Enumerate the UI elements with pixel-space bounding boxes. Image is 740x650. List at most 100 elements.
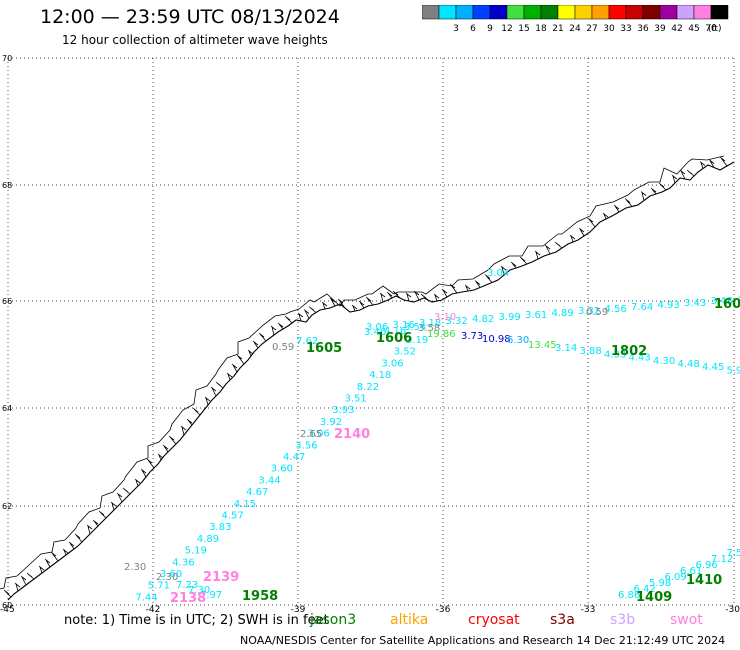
- track-label: 3.48: [711, 296, 733, 307]
- track-label-misc: 7.62: [296, 336, 318, 347]
- track-label: 4.56: [605, 304, 627, 315]
- scale-tick-label: 15: [518, 24, 529, 34]
- track-label: 3.60: [160, 569, 182, 580]
- track-label: 3.88: [580, 346, 602, 357]
- track-label: 4.89: [197, 534, 219, 545]
- lon-tick-label: -45: [0, 605, 15, 615]
- track-label-misc: 2.30: [124, 562, 146, 573]
- scale-tick-label: 33: [620, 24, 631, 34]
- track-label: 7.64: [631, 302, 653, 313]
- track-label: 4.36: [172, 557, 194, 568]
- track-label: 3.06: [381, 358, 403, 369]
- axis-ticks: 70 68 66 64 62 60-45 -42 -39 -36 -33 -30: [0, 54, 740, 615]
- track-label: 3.16: [393, 320, 415, 331]
- scale-unit: (ft): [708, 24, 722, 34]
- lat-tick-label: 64: [2, 404, 12, 413]
- pass-time-label: 1409: [636, 590, 672, 605]
- lat-tick-label: 70: [2, 54, 12, 63]
- satellite-legend-s3b: s3b: [610, 612, 636, 628]
- track-label: 8.22: [357, 382, 379, 393]
- track-label: 4.18: [369, 370, 391, 381]
- track-label: 3.32: [578, 306, 600, 317]
- track-label: 7.23: [176, 580, 198, 591]
- track-label: 3.51: [345, 394, 367, 405]
- track-label: 3.92: [320, 417, 342, 428]
- track-label: 4.15: [234, 499, 256, 510]
- track-label: 7.5: [727, 548, 740, 559]
- satellite-legend-jason3: jason3: [310, 612, 357, 628]
- track-label: 7.12: [711, 554, 733, 565]
- scale-tick-label: 45: [688, 24, 699, 34]
- scale-tick-label: 6: [470, 24, 476, 34]
- altimeter-tracks: 3.06 3.16 3.18 3.32 4.82 3.99 3.61 4.89 3.32 4.56…: [124, 268, 740, 606]
- track-label: 3.83: [209, 522, 231, 533]
- scale-tick-label: 21: [552, 24, 563, 34]
- lon-tick-label: -33: [581, 605, 596, 615]
- pass-time-label: 160: [714, 297, 740, 312]
- track-label: 3.60: [271, 464, 293, 475]
- track-label: 5.19: [185, 546, 207, 557]
- track-label-misc: 3.73: [461, 331, 483, 342]
- coastline-inner: [0, 155, 725, 590]
- pass-time-label: 1802: [611, 344, 647, 359]
- track-label-misc: 3.54: [404, 322, 426, 333]
- track-label: 3.18: [419, 318, 441, 329]
- track-label: 4.82: [472, 314, 494, 325]
- track-label: 5.98: [727, 365, 740, 376]
- satellite-legend-s3a: s3a: [550, 612, 575, 628]
- wave-height-color-scale: 3 6 9 12 15 18 21 24 27 30 33 36 39 42 45 70(ft): [422, 5, 729, 34]
- track-label: 3.44: [258, 475, 280, 486]
- track-label: 5.71: [148, 581, 170, 592]
- scale-tick-label: 36: [637, 24, 649, 34]
- track-label: 4.48: [678, 359, 700, 370]
- track-label: 7.97: [200, 590, 222, 601]
- track-label: 3.43: [684, 298, 706, 309]
- scale-tick-label: 30: [603, 24, 615, 34]
- scale-tick-label: 3: [453, 24, 459, 34]
- track-label: 4.89: [737, 294, 740, 305]
- satellite-legend-altika: altika: [390, 612, 429, 628]
- lat-tick-label: 68: [2, 181, 12, 190]
- track-label-misc: 6.30: [507, 335, 529, 346]
- track-label-misc: 3.46: [364, 327, 386, 338]
- track-label-misc: 0.59: [586, 307, 608, 318]
- lat-tick-label: 62: [2, 502, 12, 511]
- track-label-misc: 3.10: [434, 312, 456, 323]
- track-label: 4.89: [552, 308, 574, 319]
- scale-tick-label: 9: [487, 24, 493, 34]
- satellite-legend-cryosat: cryosat: [468, 612, 520, 628]
- track-label: 4.47: [283, 452, 305, 463]
- lat-tick-label: 60: [2, 601, 12, 610]
- track-label: 4.93: [658, 300, 680, 311]
- track-label: 3.56: [295, 440, 317, 451]
- track-label-misc: 4.16: [384, 326, 406, 337]
- page-title: 12:00 — 23:59 UTC 08/13/2024: [40, 6, 340, 28]
- track-label: 3.14: [555, 343, 577, 354]
- pass-time-label: 2138: [170, 591, 206, 606]
- track-label-misc: 3.04: [487, 268, 509, 279]
- scale-tick-label: 12: [501, 24, 512, 34]
- track-label: 3.52: [394, 347, 416, 358]
- track-label: 6.96: [696, 560, 718, 571]
- lon-tick-label: -39: [291, 605, 306, 615]
- track-label: 6.09: [665, 572, 687, 583]
- page-subtitle: 12 hour collection of altimeter wave hei…: [62, 33, 328, 47]
- pass-time-label: 2140: [334, 427, 370, 442]
- track-label: 3.06: [366, 322, 388, 333]
- track-label: 4.57: [222, 511, 244, 522]
- track-label: 3.61: [525, 310, 547, 321]
- lon-tick-label: -42: [146, 605, 161, 615]
- track-label: 3.99: [499, 312, 521, 323]
- lon-tick-label: -36: [436, 605, 451, 615]
- satellite-legend-swot: swot: [670, 612, 703, 628]
- scale-tick-label: 70: [705, 24, 717, 34]
- greenland-coastline: [0, 155, 735, 601]
- lon-tick-label: -30: [725, 605, 740, 615]
- track-label: 3.93: [332, 405, 354, 416]
- track-label: 3.06: [308, 429, 330, 440]
- scale-tick-label: 24: [569, 24, 581, 34]
- lat-tick-label: 66: [2, 297, 12, 306]
- track-label: 6.61: [680, 566, 702, 577]
- track-label-misc: 3.58: [418, 323, 440, 334]
